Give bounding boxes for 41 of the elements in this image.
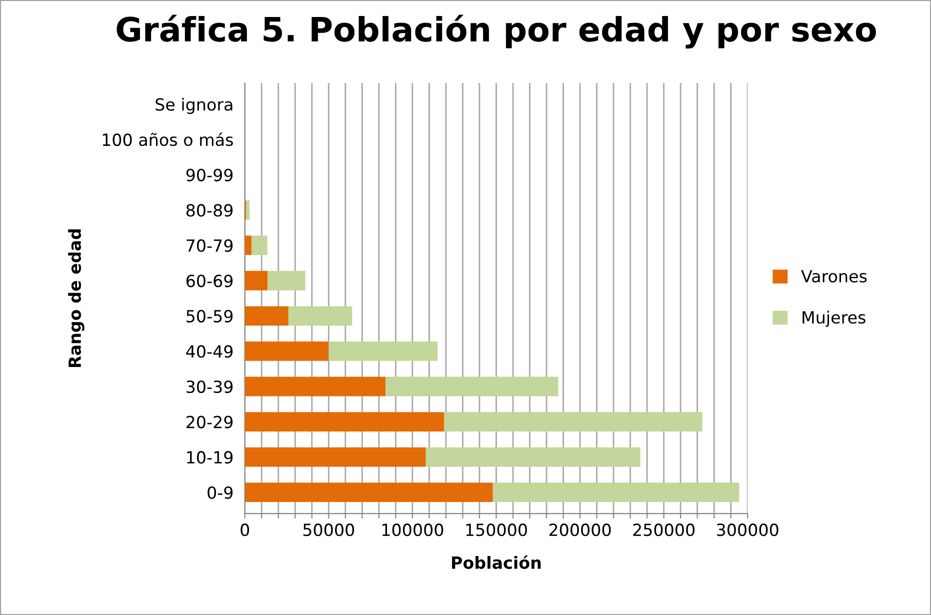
- bar: [244, 412, 444, 432]
- bar: [444, 412, 702, 432]
- x-tick-label: 0: [240, 524, 250, 536]
- x-tick-label: 100000: [382, 524, 444, 536]
- y-tick-label: 100 años o más: [102, 132, 233, 146]
- x-tick-label: 300000: [717, 524, 778, 536]
- bar: [268, 270, 306, 290]
- bar: [244, 376, 386, 396]
- bar: [244, 447, 426, 467]
- x-tick-label: 250000: [633, 524, 695, 536]
- x-tick-label: 50000: [303, 524, 354, 536]
- bar: [492, 482, 740, 502]
- y-axis-title: Rango de edad: [68, 229, 84, 368]
- x-tick-label: 200000: [549, 524, 611, 536]
- y-tick-label: 40-49: [186, 345, 233, 358]
- x-tick-label: 150000: [466, 524, 527, 536]
- chart-title: Gráfica 5. Población por edad y por sexo: [116, 14, 876, 49]
- y-tick-label: 0-9: [208, 486, 233, 499]
- legend-label: Mujeres: [802, 310, 866, 327]
- y-tick-label: 70-79: [186, 239, 233, 252]
- y-tick-label: 20-29: [186, 416, 233, 428]
- bar: [328, 342, 438, 361]
- x-axis-title: Población: [452, 555, 541, 569]
- bar: [244, 342, 329, 361]
- bar: [244, 306, 288, 326]
- y-tick-label: 80-89: [186, 204, 233, 217]
- y-tick-label: 30-39: [186, 380, 233, 394]
- bar: [386, 376, 558, 396]
- bar: [252, 236, 268, 256]
- bar: [244, 236, 252, 256]
- bar: [244, 270, 268, 290]
- y-tick-label: 10-19: [187, 451, 233, 464]
- bar: [426, 447, 640, 467]
- y-tick-label: 90-99: [186, 168, 233, 182]
- bar: [244, 482, 493, 502]
- y-tick-label: 50-59: [186, 310, 233, 322]
- bar: [246, 200, 250, 220]
- bar: [288, 306, 352, 326]
- y-tick-label: 60-69: [186, 274, 233, 288]
- legend-label: Varones: [801, 270, 867, 283]
- y-tick-label: Se ignora: [156, 98, 232, 114]
